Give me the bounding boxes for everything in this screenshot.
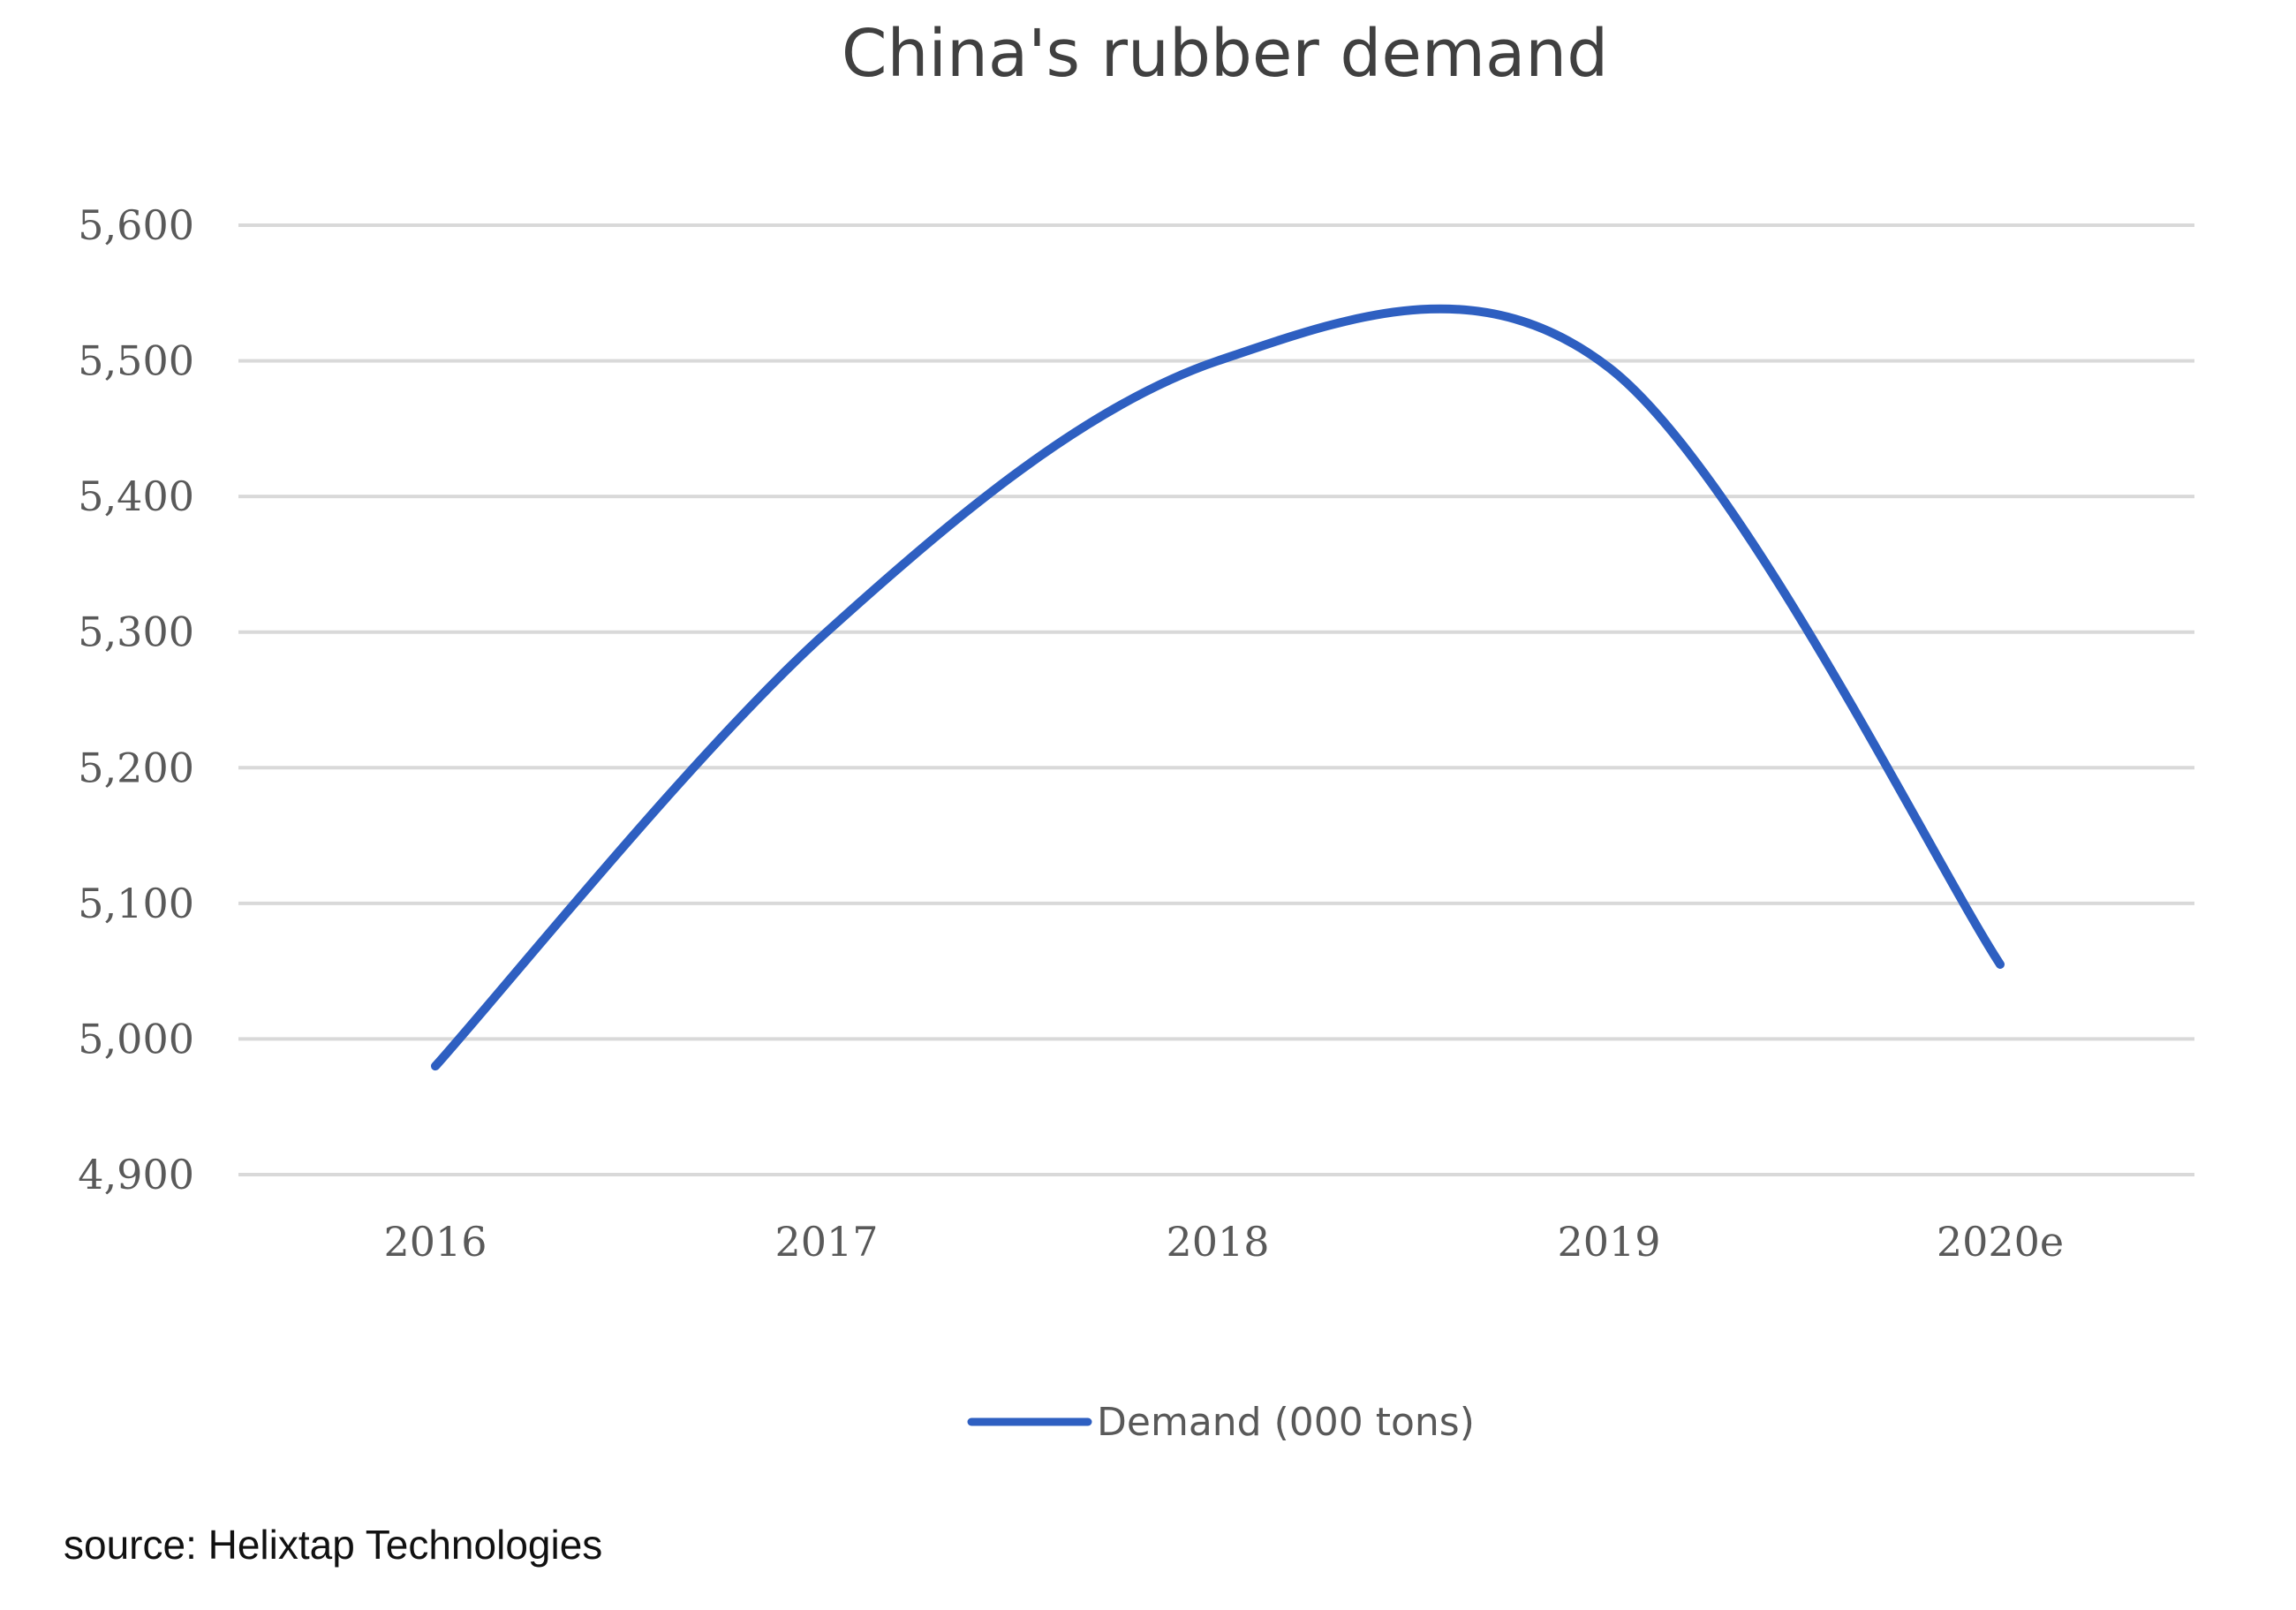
x-tick-label: 2020e — [1937, 1218, 2064, 1266]
series-line-demand — [431, 304, 2005, 1071]
chart-title: China's rubber demand — [842, 16, 1608, 92]
y-tick-label: 5,600 — [78, 201, 194, 249]
x-tick-label: 2019 — [1557, 1218, 1660, 1266]
x-tick-label: 2018 — [1166, 1218, 1269, 1266]
source-note: source: Helixtap Technologies — [64, 1522, 603, 1568]
y-tick-label: 5,000 — [78, 1015, 194, 1062]
series-layer — [431, 304, 2005, 1071]
y-axis-tick-labels: 4,900 5,000 5,100 5,200 5,300 5,400 5,500 5,600 — [78, 201, 194, 1198]
x-tick-label: 2017 — [774, 1218, 878, 1266]
legend-label: Demand (000 tons) — [1097, 1400, 1475, 1445]
y-tick-label: 4,900 — [78, 1151, 194, 1198]
y-tick-label: 5,400 — [78, 472, 194, 520]
gridlines — [238, 223, 2194, 1176]
x-tick-label: 2016 — [383, 1218, 487, 1266]
x-axis-tick-labels: 2016 2017 2018 2019 2020e — [383, 1218, 2064, 1266]
y-tick-label: 5,300 — [78, 608, 194, 656]
legend: Demand (000 tons) — [967, 1400, 1475, 1445]
y-tick-label: 5,500 — [78, 337, 194, 385]
y-tick-label: 5,100 — [78, 880, 194, 927]
y-tick-label: 5,200 — [78, 744, 194, 791]
